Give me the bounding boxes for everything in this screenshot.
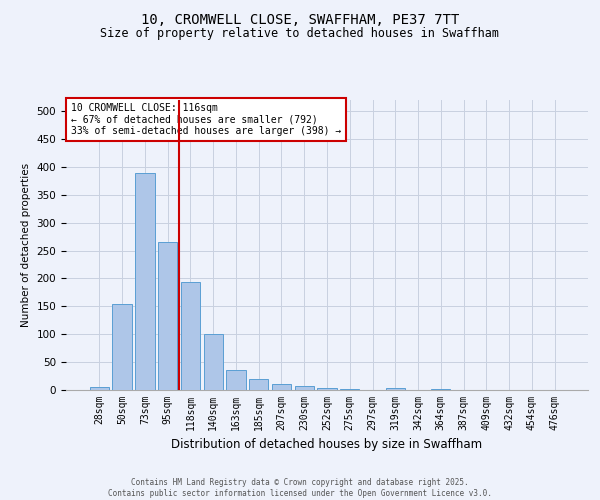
Bar (249, 379, 268, 390)
X-axis label: Distribution of detached houses by size in Swaffham: Distribution of detached houses by size … (172, 438, 482, 452)
Bar (340, 389, 359, 390)
Bar (203, 334, 223, 390)
Bar (158, 242, 178, 390)
Bar (181, 282, 200, 390)
Text: Contains HM Land Registry data © Crown copyright and database right 2025.
Contai: Contains HM Land Registry data © Crown c… (108, 478, 492, 498)
Bar (272, 384, 291, 390)
Bar (317, 388, 337, 390)
Bar (135, 172, 155, 390)
Bar (112, 304, 132, 390)
Bar (386, 388, 405, 390)
Text: 10, CROMWELL CLOSE, SWAFFHAM, PE37 7TT: 10, CROMWELL CLOSE, SWAFFHAM, PE37 7TT (141, 12, 459, 26)
Text: 10 CROMWELL CLOSE: 116sqm
← 67% of detached houses are smaller (792)
33% of semi: 10 CROMWELL CLOSE: 116sqm ← 67% of detac… (71, 103, 341, 136)
Bar (295, 386, 314, 390)
Bar (226, 370, 245, 390)
Y-axis label: Number of detached properties: Number of detached properties (21, 163, 31, 327)
Bar (90, 387, 109, 390)
Bar (431, 389, 451, 390)
Text: Size of property relative to detached houses in Swaffham: Size of property relative to detached ho… (101, 28, 499, 40)
